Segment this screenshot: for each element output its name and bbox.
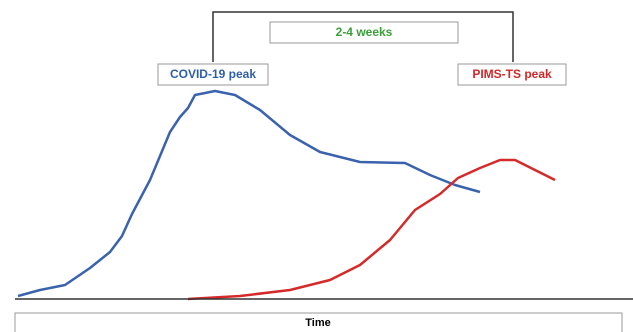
peak-box (157, 63, 269, 86)
covid-curve (17, 89, 481, 298)
interval-label: 2-4 weeks (336, 25, 393, 39)
interval-box (269, 21, 459, 44)
peak-box (457, 63, 567, 86)
peak-label: COVID-19 peak (170, 67, 256, 81)
peak-label: PIMS-TS peak (472, 67, 552, 81)
pims-curve (187, 158, 556, 301)
time-box (14, 312, 623, 332)
axis-label: Time (305, 317, 330, 329)
interval-bracket (212, 11, 514, 62)
